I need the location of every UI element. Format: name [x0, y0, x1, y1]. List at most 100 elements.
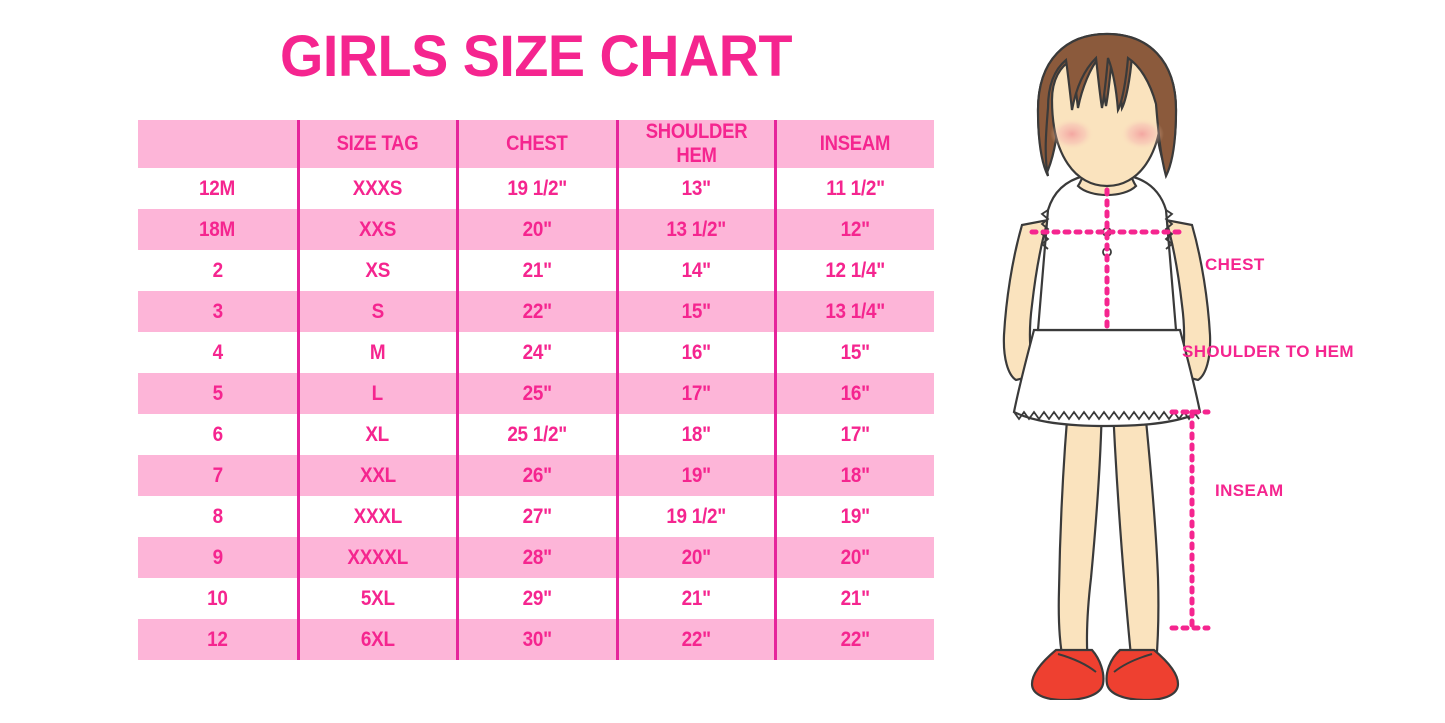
table-row: 6 XL 25 1/2" 18" 17" [138, 414, 934, 455]
cell-inseam: 15" [775, 332, 934, 373]
cell-inseam-text: 22" [840, 627, 870, 651]
cell-shoulder-hem-text: 16" [681, 340, 711, 364]
cell-size-tag: XS [298, 250, 459, 291]
cell-size-tag-text: 5XL [360, 586, 395, 610]
cell-shoulder-hem-text: 13 1/2" [666, 217, 726, 241]
skirt-group [1012, 328, 1202, 428]
cell-size-tag: XXXL [298, 496, 459, 537]
cell-inseam-text: 18" [840, 463, 870, 487]
header-cell-chest: CHEST [457, 120, 619, 168]
cell-inseam: 16" [775, 373, 934, 414]
cell-shoulder-hem-text: 14" [681, 258, 711, 282]
cell-chest-text: 20" [522, 217, 552, 241]
legs-group [1057, 383, 1160, 667]
cell-size: 18M [138, 209, 300, 250]
cell-chest-text: 26" [522, 463, 552, 487]
cell-chest-text: 19 1/2" [507, 176, 567, 200]
cell-chest-text: 21" [522, 258, 552, 282]
cell-inseam-text: 11 1/2" [825, 176, 885, 200]
girl-figure-illustration [1002, 32, 1212, 700]
cell-inseam-text: 19" [840, 504, 870, 528]
cell-chest-text: 30" [522, 627, 552, 651]
cell-size: 8 [138, 496, 300, 537]
head-group [1036, 32, 1178, 196]
cell-shoulder-hem: 15" [617, 291, 777, 332]
cell-size-text: 8 [212, 504, 223, 528]
cell-shoulder-hem-text: 21" [681, 586, 711, 610]
left-leg [1057, 383, 1104, 667]
cell-size-text: 2 [212, 258, 223, 282]
cell-shoulder-hem: 21" [617, 578, 777, 619]
cell-size-tag-text: 6XL [360, 627, 395, 651]
cell-size-tag: 5XL [298, 578, 459, 619]
cell-chest: 28" [457, 537, 619, 578]
cell-size-tag: XXL [298, 455, 459, 496]
cell-size: 3 [138, 291, 300, 332]
table-row: 7 XXL 26" 19" 18" [138, 455, 934, 496]
cell-size-tag: XL [298, 414, 459, 455]
cell-size-text: 10 [206, 586, 228, 610]
cell-size-text: 12M [199, 176, 236, 200]
cell-size-tag-text: L [371, 381, 384, 405]
cell-shoulder-hem: 13" [617, 168, 777, 209]
cell-size: 7 [138, 455, 300, 496]
left-sleeve-ruffle [1040, 209, 1050, 250]
page-title: GIRLS SIZE CHART [279, 24, 793, 89]
cell-size-tag-text: XS [365, 258, 390, 282]
cell-shoulder-hem-text: 13" [681, 176, 711, 200]
cell-chest: 27" [457, 496, 619, 537]
cell-shoulder-hem-text: 19" [681, 463, 711, 487]
cell-shoulder-hem-text: 22" [681, 627, 711, 651]
cell-shoulder-hem-text: 19 1/2" [666, 504, 726, 528]
cell-size: 9 [138, 537, 300, 578]
left-blush [1050, 118, 1094, 150]
cell-inseam: 20" [775, 537, 934, 578]
cell-chest: 30" [457, 619, 619, 660]
header-cell-inseam: INSEAM [820, 132, 891, 155]
cell-chest: 25" [457, 373, 619, 414]
size-chart-table: SIZE TAG CHEST SHOULDER HEM INSEAM 12M XX… [138, 120, 934, 660]
cell-shoulder-hem: 17" [617, 373, 777, 414]
cell-size: 12M [138, 168, 300, 209]
cell-size: 5 [138, 373, 300, 414]
cell-size-tag-text: S [371, 299, 384, 323]
cell-size-tag: S [298, 291, 459, 332]
header-cell-size-tag: SIZE TAG [298, 120, 459, 168]
cell-inseam: 17" [775, 414, 934, 455]
cell-inseam-text: 16" [840, 381, 870, 405]
table-header-row: SIZE TAG CHEST SHOULDER HEM INSEAM [138, 120, 934, 168]
skirt [1012, 328, 1202, 428]
cell-chest: 26" [457, 455, 619, 496]
cell-chest: 25 1/2" [457, 414, 619, 455]
cell-size-tag-text: XL [365, 422, 390, 446]
cell-size-tag-text: XXXS [352, 176, 403, 200]
cell-inseam-text: 21" [840, 586, 870, 610]
left-shoe-strap [1057, 653, 1097, 673]
cell-size: 6 [138, 414, 300, 455]
cell-size-text: 7 [212, 463, 223, 487]
cell-size-tag-text: M [369, 340, 386, 364]
cell-inseam-text: 15" [840, 340, 870, 364]
cell-size-tag: XXS [298, 209, 459, 250]
cell-size-tag: 6XL [298, 619, 459, 660]
table-row: 9 XXXXL 28" 20" 20" [138, 537, 934, 578]
cell-inseam-text: 12 1/4" [825, 258, 886, 282]
cell-shoulder-hem-text: 15" [681, 299, 711, 323]
cell-chest: 19 1/2" [457, 168, 619, 209]
cell-inseam-text: 13 1/4" [825, 299, 886, 323]
cell-inseam: 12 1/4" [775, 250, 934, 291]
cell-inseam: 11 1/2" [775, 168, 934, 209]
cell-size-text: 6 [212, 422, 223, 446]
cell-size-text: 12 [206, 627, 228, 651]
table-row: 2 XS 21" 14" 12 1/4" [138, 250, 934, 291]
cell-size: 2 [138, 250, 300, 291]
cell-size-tag-text: XXS [358, 217, 397, 241]
cell-chest-text: 27" [522, 504, 552, 528]
cell-chest-text: 28" [522, 545, 552, 569]
cell-chest-text: 25 1/2" [507, 422, 567, 446]
measurement-lines-group [1029, 187, 1211, 631]
cell-size-tag: XXXXL [298, 537, 459, 578]
cell-inseam: 19" [775, 496, 934, 537]
cell-chest: 20" [457, 209, 619, 250]
